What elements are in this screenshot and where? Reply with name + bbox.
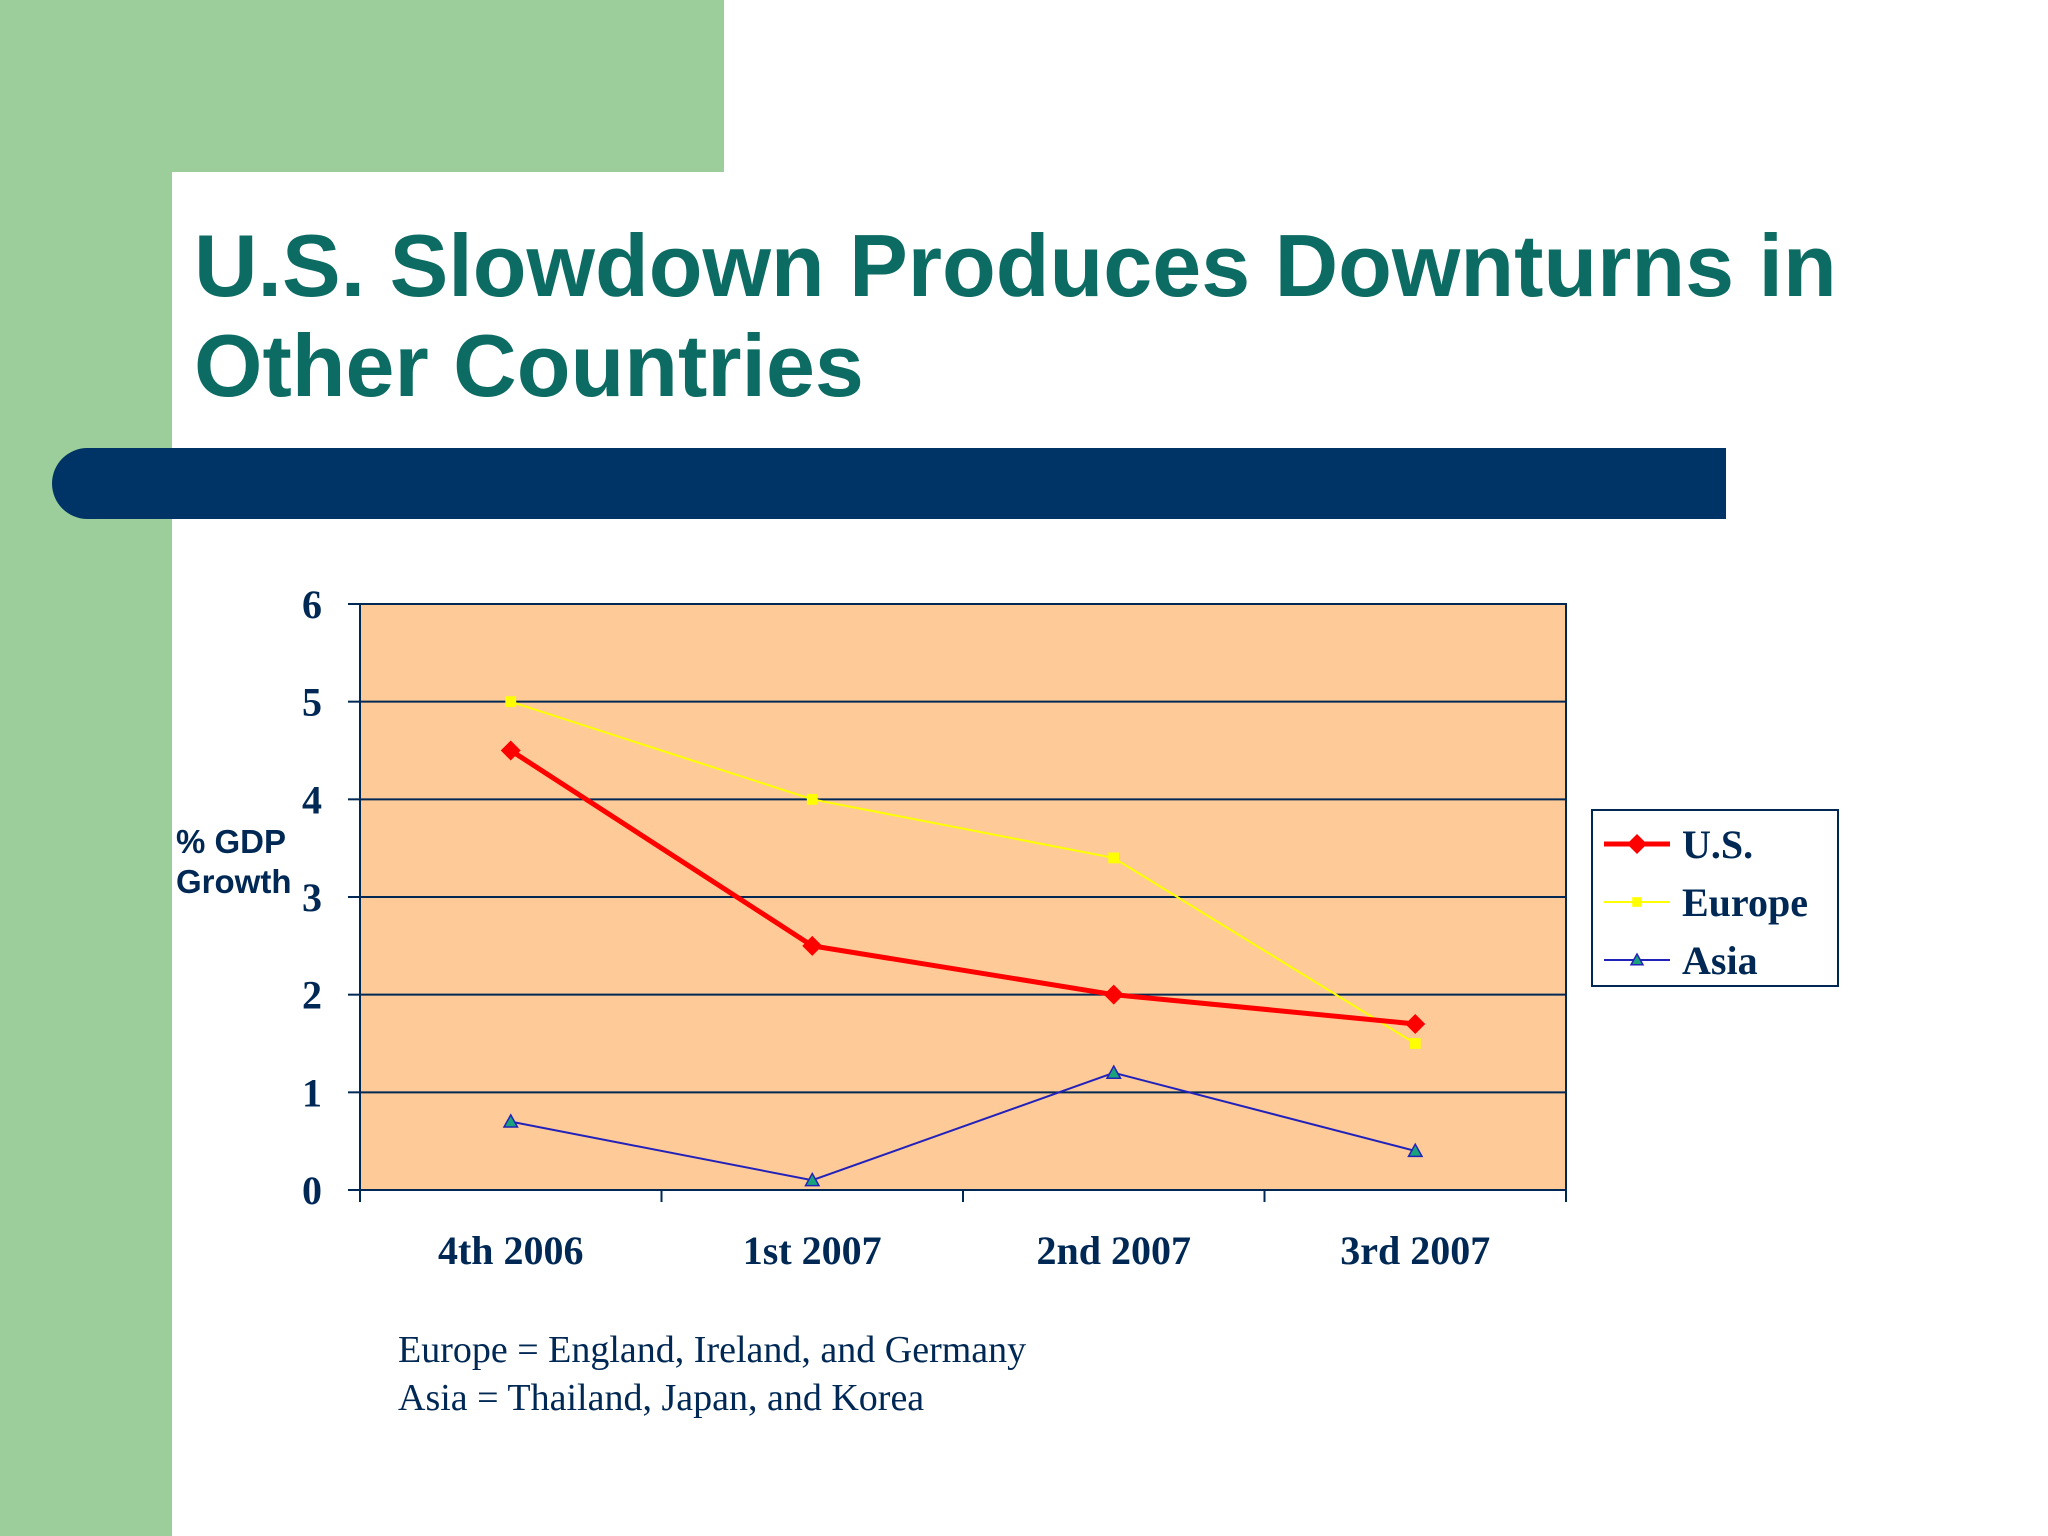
legend-label: U.S. [1682,822,1753,867]
slide-title: U.S. Slowdown Produces Downturns in Othe… [194,216,1837,415]
series-layer [500,696,1426,1187]
tick-labels: 0 1 2 3 4 5 6 4th 2006 1st 2007 2nd 2007 3rd 2007 [302,582,1490,1273]
gridlines [360,603,1566,1191]
data-point-marker [802,935,823,956]
footnote-europe: Europe = England, Ireland, and Germany [398,1329,1027,1371]
x-tick-label: 1st 2007 [743,1228,882,1273]
left-accent-strip [0,0,172,1536]
data-point-marker [806,793,818,805]
y-tick-label: 3 [302,875,322,920]
data-point-marker [1632,897,1642,907]
data-point-marker [1108,852,1120,864]
y-tick-label: 0 [302,1168,322,1213]
data-point-marker [1629,952,1645,966]
data-point-marker [1627,834,1647,854]
footnotes: Europe = England, Ireland, and Germany A… [398,1326,1026,1422]
series-line [509,748,1416,1027]
y-axis-label: % GDP Growth [176,823,292,900]
data-point-marker [505,696,517,708]
series-line [510,1071,1416,1182]
x-tick-label: 3rd 2007 [1340,1228,1490,1273]
legend-label: Asia [1682,938,1758,983]
y-tick-label: 5 [302,680,322,725]
y-tick-label: 1 [302,1070,322,1115]
data-point-marker [804,1171,821,1187]
title-underline-bar [52,448,1726,519]
x-tick-label: 4th 2006 [438,1228,584,1273]
data-point-marker [1103,984,1124,1005]
data-point-marker [502,1113,519,1128]
y-tick-label: 2 [302,973,322,1018]
series-europe [505,696,1421,1049]
y-tick-label: 4 [302,777,322,822]
data-point-marker [1407,1142,1424,1158]
y-tick-label: 6 [302,582,322,627]
axes [348,603,1567,1202]
series-us [500,740,1426,1034]
footnote-asia: Asia = Thailand, Japan, and Korea [398,1377,925,1419]
series-line [510,700,1416,1045]
series-asia [502,1064,1424,1187]
data-point-marker [1105,1064,1122,1079]
legend: U.S. Europe Asia [1591,809,1839,987]
legend-label: Europe [1682,880,1808,925]
data-point-marker [1405,1013,1426,1034]
x-tick-label: 2nd 2007 [1037,1228,1192,1273]
top-accent-block [0,0,724,172]
data-point-marker [500,740,521,761]
data-point-marker [1409,1038,1421,1049]
